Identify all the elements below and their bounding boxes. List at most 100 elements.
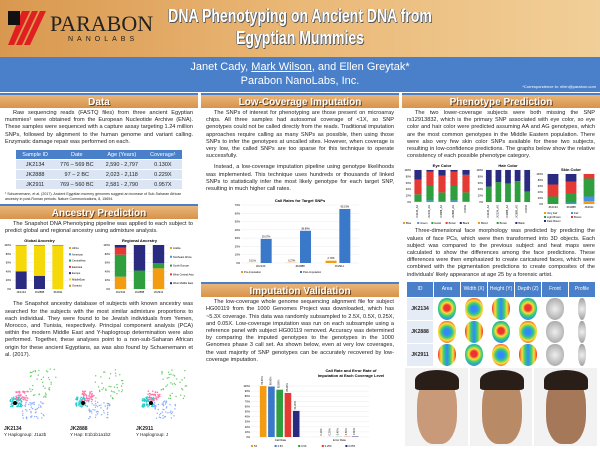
pca-point — [106, 417, 107, 418]
bar-segment — [584, 197, 595, 202]
pca-point — [184, 395, 185, 396]
pca-point — [86, 398, 88, 400]
pca-point — [157, 413, 158, 414]
bar-segment — [462, 193, 469, 202]
pca-point — [184, 370, 185, 371]
y-tick-label: 0% — [246, 435, 250, 439]
pca-point — [49, 387, 50, 388]
pca-point — [183, 398, 184, 399]
y-tick-label: 60% — [235, 212, 241, 216]
footnote: ¹ Schuenemann, et al. (2017). Ancient Eg… — [0, 191, 198, 202]
bar-segment — [486, 170, 492, 187]
pca-point — [161, 371, 162, 372]
pca-point — [76, 399, 78, 401]
y-tick-label: 0% — [407, 200, 411, 204]
pca-point — [26, 410, 27, 411]
pca-point — [84, 400, 86, 402]
data-text: Raw sequencing reads (FASTQ files) from … — [0, 108, 198, 148]
face-table-header: Height (Y) — [488, 282, 514, 297]
bar-segment — [134, 271, 145, 289]
y-tick-label: 100% — [4, 243, 11, 247]
y-tick-label: 30% — [245, 420, 251, 424]
bar-segment — [115, 248, 126, 255]
data-label: 92.80% — [278, 379, 281, 388]
pca-point — [76, 405, 78, 407]
pca-point — [172, 374, 173, 375]
legend-swatch — [251, 445, 253, 447]
pca-point — [91, 401, 92, 402]
pca-point — [145, 397, 147, 399]
legend-label: Light Brown — [547, 215, 561, 219]
pca-point — [174, 375, 175, 376]
pca-point — [43, 415, 44, 416]
bar-segment — [566, 194, 577, 203]
pca-point — [105, 390, 106, 391]
pca-point — [30, 372, 31, 373]
pca-point — [51, 383, 52, 384]
pca-point — [50, 368, 51, 369]
bar-segment — [34, 245, 45, 246]
x-tick-label: JK2911 — [154, 290, 164, 294]
pca-point — [91, 412, 92, 413]
bar — [261, 239, 272, 263]
pca-point — [81, 406, 83, 408]
grey-face-render — [569, 344, 595, 366]
pca-point — [151, 394, 153, 396]
y-tick-label: 20% — [478, 194, 484, 198]
pca-point — [82, 391, 84, 393]
pca-point — [11, 397, 13, 399]
data-label: 2.79% — [328, 257, 336, 260]
pca-point — [168, 398, 169, 399]
bar-segment — [426, 186, 433, 200]
grey-face-render — [569, 321, 595, 343]
bar — [285, 393, 292, 437]
pca-point — [159, 417, 160, 418]
pca-point — [30, 391, 31, 392]
pca-point — [97, 413, 98, 414]
pca-point — [166, 401, 167, 402]
pca-point — [98, 405, 99, 406]
legend-swatch — [571, 212, 573, 214]
pca-point — [154, 398, 156, 400]
bar-segment — [548, 185, 559, 197]
pca-point — [30, 412, 31, 413]
pca-point — [114, 386, 115, 387]
y-tick-label: 10% — [235, 253, 241, 257]
heatmap-face — [515, 321, 541, 343]
pca-point — [10, 406, 12, 408]
x-tick-label: JK2888_AG — [516, 205, 519, 219]
pca-point — [30, 375, 31, 376]
pca-point — [165, 386, 166, 387]
pca-point — [31, 372, 32, 373]
pca-point — [19, 392, 21, 394]
heatmap-face — [461, 321, 487, 343]
col-header: Sample ID — [16, 150, 54, 160]
pca-point — [182, 389, 183, 390]
legend-label: CentralAsia — [72, 259, 86, 263]
pca-point — [157, 395, 159, 397]
pca-point — [171, 369, 172, 370]
bar-segment — [450, 186, 457, 200]
legend-label: Green — [420, 221, 428, 225]
pca-point — [97, 406, 98, 407]
bar-segment — [16, 246, 27, 272]
pca-point — [176, 378, 177, 379]
pca-point — [147, 406, 149, 408]
data-label: 38.89% — [301, 228, 310, 231]
pca-point — [107, 405, 108, 406]
pca-point — [148, 390, 150, 392]
pca-point — [45, 394, 46, 395]
pca-point — [42, 403, 43, 404]
pca-point — [84, 391, 86, 393]
pca-point — [147, 393, 149, 395]
pca-scatter — [136, 363, 194, 421]
bar-segment — [486, 187, 492, 202]
pca-point — [47, 371, 48, 372]
x-tick-label: JK2134_AG — [496, 205, 499, 219]
pca-point — [117, 387, 118, 388]
pca-point — [10, 401, 12, 403]
pca-point — [154, 402, 155, 403]
pca-point — [149, 393, 151, 395]
